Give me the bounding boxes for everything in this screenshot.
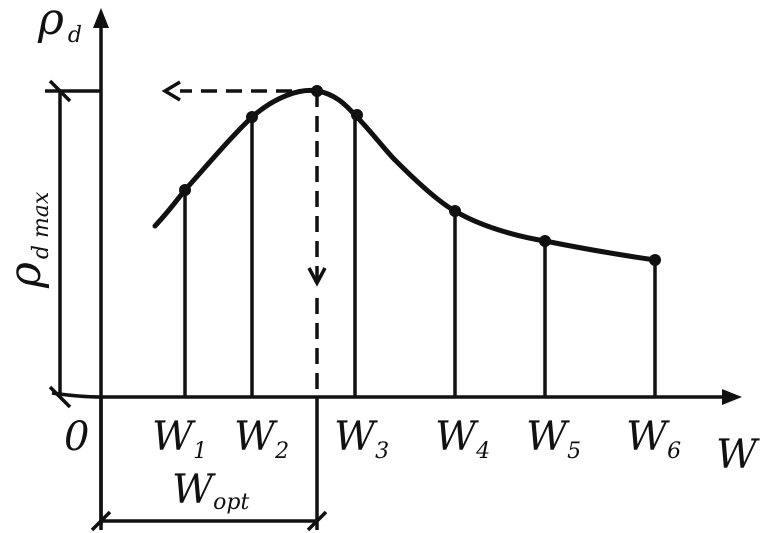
w3-label: W3	[334, 414, 389, 464]
point-w3	[351, 109, 363, 121]
w-opt-tick-left	[90, 510, 112, 532]
point-w1	[179, 184, 191, 196]
arrow-left-icon	[161, 80, 181, 102]
y-axis-arrow-icon	[93, 8, 109, 28]
w-opt-tick-right	[306, 510, 328, 532]
x-axis	[51, 391, 730, 399]
peak-projection	[161, 80, 327, 397]
w4-label: W4	[435, 414, 490, 464]
point-peak	[311, 85, 323, 97]
w5-label: W5	[526, 414, 581, 464]
x-axis-label: W	[716, 432, 760, 478]
w-tick-labels: W1 W2 W3 W4 W5 W6	[152, 414, 681, 464]
w-opt-label: Wopt	[172, 467, 249, 515]
rho-max-label: ρd max	[0, 191, 54, 289]
w6-label: W6	[626, 414, 681, 464]
point-w6	[649, 254, 661, 266]
arrow-down-icon	[307, 267, 327, 287]
point-w5	[539, 235, 551, 247]
w1-label: W1	[152, 414, 207, 464]
data-points	[179, 85, 661, 266]
origin-label: 0	[64, 414, 89, 460]
x-axis-arrow-icon	[722, 389, 742, 405]
compaction-curve	[152, 87, 658, 263]
rho-max-tick-bottom	[48, 385, 72, 409]
rho-max-dimension	[45, 79, 101, 409]
point-w2	[246, 111, 258, 123]
drop-lines	[183, 115, 657, 397]
w2-label: W2	[234, 414, 289, 464]
point-w4	[449, 205, 461, 217]
w-opt-dimension	[90, 397, 328, 532]
